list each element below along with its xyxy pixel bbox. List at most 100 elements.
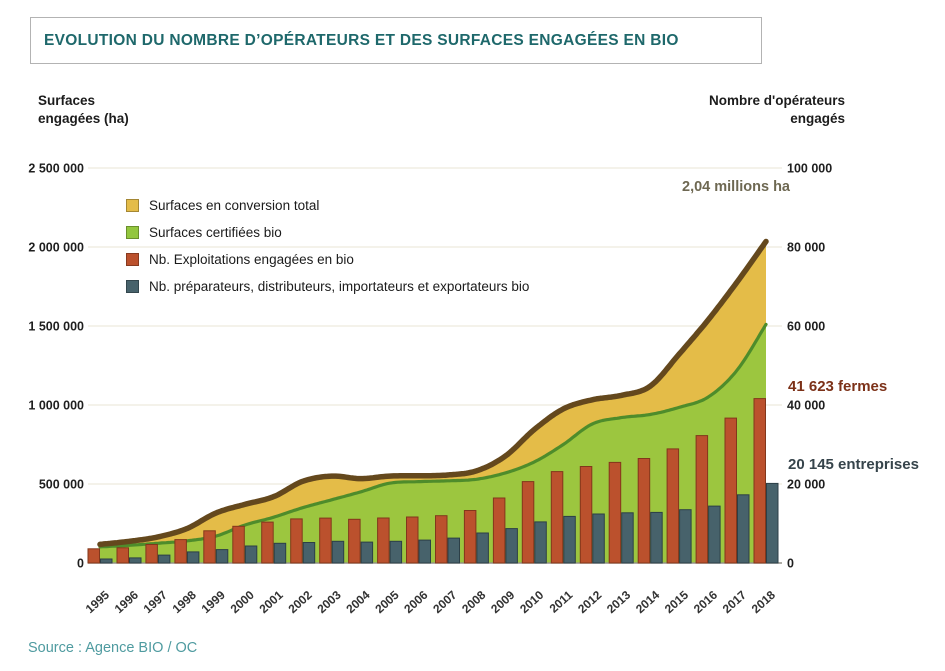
x-axis-year-label: 2013 — [604, 588, 633, 616]
annotation-farms-count: 41 623 fermes — [788, 378, 888, 395]
right-axis-tick-label: 100 000 — [787, 162, 832, 176]
bar-exploitations-2017 — [724, 417, 737, 564]
bar-exploitations-2015 — [666, 448, 680, 564]
bar-exploitations-1997 — [145, 544, 158, 564]
x-axis-year-label: 2018 — [749, 588, 778, 616]
bar-exploitations-2016 — [695, 435, 709, 564]
bar-exploitations-2000 — [232, 525, 245, 564]
left-axis-tick-label: 2 000 000 — [28, 241, 84, 255]
bar-preparateurs-2006 — [418, 539, 431, 564]
chart-title-box: EVOLUTION DU NOMBRE D’OPÉRATEURS ET DES … — [30, 17, 762, 64]
left-axis-tick-label: 1 500 000 — [28, 320, 84, 334]
x-axis-year-label: 1996 — [112, 588, 141, 616]
bar-preparateurs-2015 — [679, 509, 692, 564]
left-axis-title: Surfaces engagées (ha) — [38, 92, 129, 127]
left-axis-tick-label: 2 500 000 — [28, 162, 84, 176]
annotation-total-surface: 2,04 millions ha — [682, 179, 790, 195]
bar-exploitations-2007 — [435, 515, 448, 564]
bar-exploitations-2010 — [521, 481, 535, 564]
right-axis-title: Nombre d'opérateurs engagés — [695, 92, 845, 127]
bar-exploitations-2003 — [319, 517, 332, 564]
x-axis-year-label: 2007 — [430, 588, 459, 616]
bar-exploitations-2011 — [550, 471, 564, 564]
bar-preparateurs-2008 — [476, 532, 489, 564]
bar-preparateurs-2000 — [244, 545, 258, 564]
x-axis-year-label: 2009 — [488, 588, 517, 616]
legend-swatch-companies-icon — [126, 280, 139, 293]
x-axis-year-label: 2006 — [401, 588, 430, 616]
right-axis-tick-label: 40 000 — [787, 399, 825, 413]
x-axis-year-label: 2015 — [662, 588, 691, 616]
bar-exploitations-2006 — [406, 516, 419, 564]
bar-exploitations-2004 — [348, 518, 361, 564]
legend: Surfaces en conversion total Surfaces ce… — [126, 198, 530, 307]
bar-preparateurs-1995 — [100, 558, 113, 564]
bar-preparateurs-1998 — [186, 551, 200, 564]
bar-preparateurs-2009 — [505, 528, 518, 564]
x-axis-year-label: 2012 — [575, 588, 604, 616]
x-axis-year-label: 2003 — [314, 588, 343, 616]
left-axis-tick-label: 0 — [77, 557, 84, 571]
right-axis-title-line1: Nombre d'opérateurs — [709, 93, 845, 108]
bar-exploitations-2013 — [608, 461, 622, 564]
bar-preparateurs-2010 — [534, 521, 547, 564]
right-axis-tick-label: 20 000 — [787, 478, 825, 492]
area-surfaces-certifiees — [100, 324, 766, 563]
annotation-companies-count: 20 145 entreprises — [788, 456, 919, 473]
bar-preparateurs-2004 — [360, 541, 374, 564]
bar-preparateurs-2017 — [737, 494, 750, 564]
x-axis-year-label: 1995 — [83, 588, 112, 616]
left-axis-title-line1: Surfaces — [38, 93, 96, 108]
bar-exploitations-2009 — [492, 497, 506, 564]
chart-title: EVOLUTION DU NOMBRE D’OPÉRATEURS ET DES … — [44, 31, 679, 49]
bar-preparateurs-1996 — [129, 557, 142, 564]
legend-label-companies: Nb. préparateurs, distributeurs, importa… — [149, 279, 530, 294]
right-axis-tick-label: 80 000 — [787, 241, 825, 255]
legend-item-companies: Nb. préparateurs, distributeurs, importa… — [126, 279, 530, 294]
bar-exploitations-1999 — [203, 530, 216, 564]
line-total-surfaces — [97, 238, 769, 548]
bar-exploitations-1995 — [87, 548, 100, 564]
x-axis-year-label: 2011 — [547, 588, 576, 616]
x-axis-year-label: 2008 — [459, 588, 488, 616]
x-axis-year-label: 2016 — [691, 588, 720, 616]
right-axis-tick-label: 0 — [787, 557, 794, 571]
bar-preparateurs-2014 — [650, 511, 663, 564]
x-axis-year-label: 2001 — [256, 588, 285, 616]
x-axis-year-label: 2014 — [633, 588, 662, 616]
bar-preparateurs-2007 — [447, 537, 460, 564]
x-axis-year-label: 2010 — [517, 588, 546, 616]
bar-preparateurs-2001 — [273, 542, 287, 564]
bar-preparateurs-2018 — [766, 482, 779, 564]
x-axis-year-label: 2005 — [372, 588, 401, 616]
bar-preparateurs-2016 — [708, 505, 721, 564]
bar-exploitations-1998 — [174, 539, 187, 564]
x-axis-year-label: 2004 — [343, 588, 372, 616]
x-axis-year-label: 1997 — [141, 588, 170, 616]
bar-exploitations-2005 — [377, 517, 390, 564]
x-axis-year-label: 2000 — [228, 588, 257, 616]
right-axis-title-line2: engagés — [790, 110, 845, 126]
bar-preparateurs-2003 — [331, 540, 345, 564]
bar-preparateurs-1997 — [157, 554, 171, 564]
bar-exploitations-2014 — [637, 458, 651, 564]
bar-preparateurs-2013 — [621, 512, 634, 564]
legend-item-certified: Surfaces certifiées bio — [126, 225, 529, 240]
bar-exploitations-2002 — [290, 518, 303, 564]
legend-swatch-conversion-icon — [126, 199, 139, 212]
bar-exploitations-2018 — [753, 398, 766, 564]
bar-preparateurs-1999 — [215, 549, 229, 564]
legend-label-certified: Surfaces certifiées bio — [149, 225, 282, 240]
legend-swatch-farms-icon — [126, 253, 139, 266]
legend-item-conversion: Surfaces en conversion total — [126, 198, 529, 213]
x-axis-year-label: 2002 — [285, 588, 314, 616]
left-axis-title-line2: engagées (ha) — [38, 110, 129, 126]
source-caption: Source : Agence BIO / OC — [28, 640, 198, 656]
bar-exploitations-2001 — [261, 521, 274, 564]
legend-swatch-certified-icon — [126, 226, 139, 239]
bar-exploitations-2012 — [579, 466, 593, 564]
bar-preparateurs-2002 — [302, 542, 316, 564]
x-axis-year-label: 1999 — [199, 588, 228, 616]
